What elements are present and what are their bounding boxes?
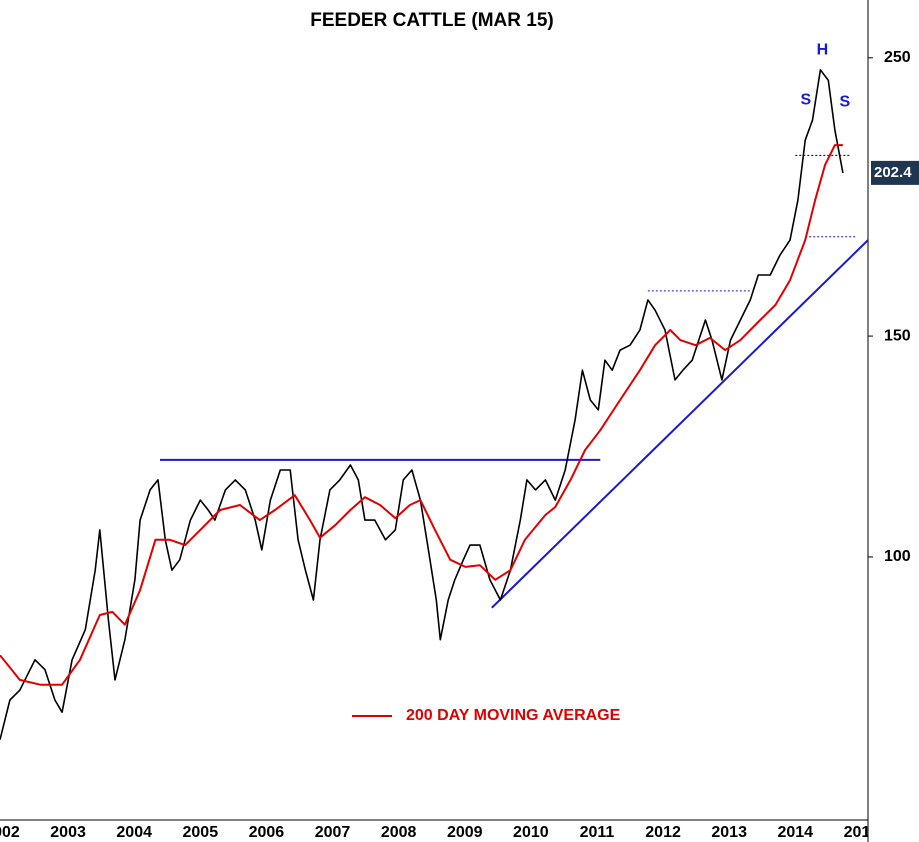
chart-title: FEEDER CATTLE (MAR 15) — [310, 10, 553, 31]
legend-label: 200 DAY MOVING AVERAGE — [406, 707, 621, 724]
x-tick-labels: 2002 2003 2004 2005 2006 2007 2008 2009 2010 2011… — [0, 824, 880, 841]
x-tick-label: 2011 — [580, 824, 615, 841]
x-tick-label: 2009 — [447, 824, 483, 841]
y-tick-label: 150 — [884, 327, 911, 344]
x-tick-label: 2008 — [381, 824, 417, 841]
plot-area — [0, 69, 868, 740]
moving-average-line — [0, 144, 843, 686]
price-tag-box — [871, 160, 919, 185]
x-tick-label: 2002 — [0, 824, 20, 841]
x-tick-label: 2004 — [116, 824, 152, 841]
annotation-line — [491, 239, 868, 609]
x-tick-label: 2014 — [777, 824, 813, 841]
pattern-label: S — [840, 93, 851, 110]
x-tick-label: 2007 — [315, 824, 351, 841]
x-tick-label: 2003 — [50, 824, 86, 841]
x-tick-label: 2015 — [844, 824, 880, 841]
y-tick-label: 250 — [884, 49, 911, 66]
y-tick-label: 100 — [884, 548, 911, 565]
price-tag: 202.4 — [874, 164, 912, 181]
x-tick-label: 2006 — [249, 824, 285, 841]
pattern-label: S — [801, 91, 812, 108]
x-tick-label: 2010 — [513, 824, 549, 841]
price-line — [0, 69, 844, 740]
x-tick-label: 2012 — [645, 824, 681, 841]
overlay: 100 150 250 H S S 202.4 200 DAY MOVING AVERAGE — [352, 41, 919, 724]
x-tick-label: 2013 — [711, 824, 747, 841]
x-tick-label: 2005 — [183, 824, 219, 841]
pattern-label: H — [817, 41, 829, 58]
